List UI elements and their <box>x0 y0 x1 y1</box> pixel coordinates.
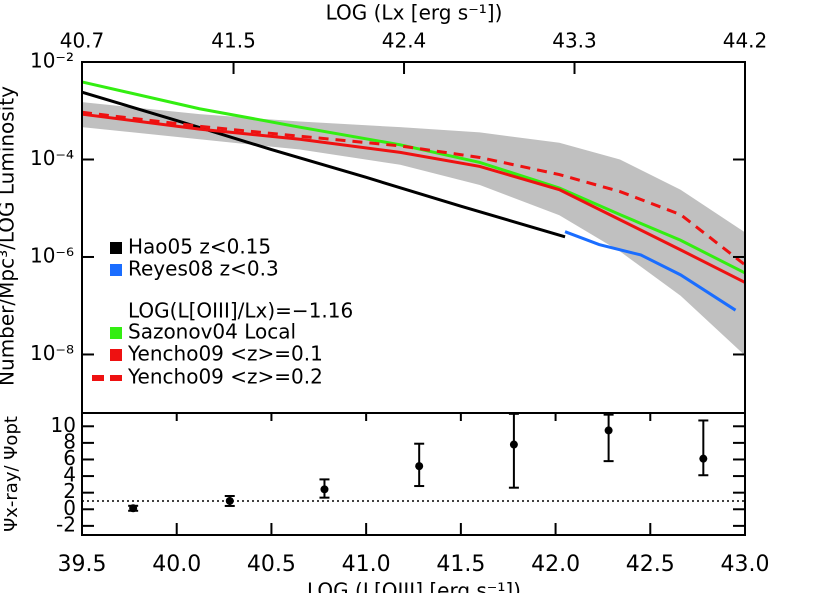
x-tick-label: 42.0 <box>531 552 580 577</box>
data-point <box>415 462 424 471</box>
legend-label: Sazonov04 Local <box>128 320 296 344</box>
y-tick-label: 0 <box>63 496 76 520</box>
x-tick-label: 41.5 <box>436 552 485 577</box>
y-axis-label: Ψx-ray/ Ψopt <box>1 416 22 532</box>
x-tick-label: 42.5 <box>626 552 675 577</box>
plot-frame <box>81 412 746 536</box>
data-point <box>320 485 329 494</box>
top-tick-label: 43.3 <box>552 29 597 53</box>
series-line <box>81 80 746 275</box>
legend-swatch <box>110 242 122 254</box>
top-tick-label: 42.4 <box>382 29 427 53</box>
data-point <box>604 426 613 435</box>
x-tick-label: 40.0 <box>152 552 201 577</box>
y-tick-label: 10 <box>51 413 76 437</box>
legend-swatch <box>110 349 122 361</box>
top-tick-label: 41.5 <box>211 29 256 53</box>
series-line <box>81 110 746 267</box>
y-tick-label: 6 <box>63 446 76 470</box>
y-tick-label: -2 <box>56 512 76 536</box>
x-tick-label: 40.5 <box>247 552 296 577</box>
legend-label: Reyes08 z<0.3 <box>128 257 279 281</box>
data-point <box>509 440 518 449</box>
y-axis-label: Number/Mpc³/LOG Luminosity <box>0 86 19 386</box>
top-tick-label: 40.7 <box>60 29 105 53</box>
data-point <box>129 504 138 513</box>
data-point <box>225 496 234 505</box>
legend-label: Yencho09 <z>=0.1 <box>127 342 323 366</box>
legend-swatch <box>110 375 122 381</box>
x-tick-label: 41.0 <box>342 552 391 577</box>
legend-swatch <box>92 375 104 381</box>
x-tick-label: 39.5 <box>58 552 107 577</box>
x-tick-label: 43.0 <box>721 552 770 577</box>
legend-swatch <box>110 264 122 276</box>
y-tick-label: 2 <box>63 479 76 503</box>
y-tick-label: 10⁻⁴ <box>30 146 74 170</box>
y-tick-label: 10⁻⁸ <box>30 341 74 365</box>
confidence-band <box>82 102 745 356</box>
series-line <box>81 112 746 284</box>
series-line <box>564 230 737 312</box>
data-point <box>699 454 708 463</box>
x-axis-label: LOG (L[OIII] [erg s⁻¹]) <box>307 579 521 593</box>
top-axis-label: LOG (Lx [erg s⁻¹]) <box>326 1 503 25</box>
series-line <box>81 90 566 239</box>
y-tick-label: 4 <box>63 463 76 487</box>
legend-label: Yencho09 <z>=0.2 <box>127 365 323 389</box>
top-tick-label: 44.2 <box>723 29 768 53</box>
legend-note: LOG(L[OIII]/Lx)=−1.16 <box>128 299 353 323</box>
y-tick-label: 10⁻⁶ <box>30 243 74 267</box>
legend-swatch <box>110 327 122 339</box>
y-tick-label: 10⁻² <box>30 49 74 73</box>
y-tick-label: 8 <box>63 429 76 453</box>
legend-label: Hao05 z<0.15 <box>128 235 271 259</box>
